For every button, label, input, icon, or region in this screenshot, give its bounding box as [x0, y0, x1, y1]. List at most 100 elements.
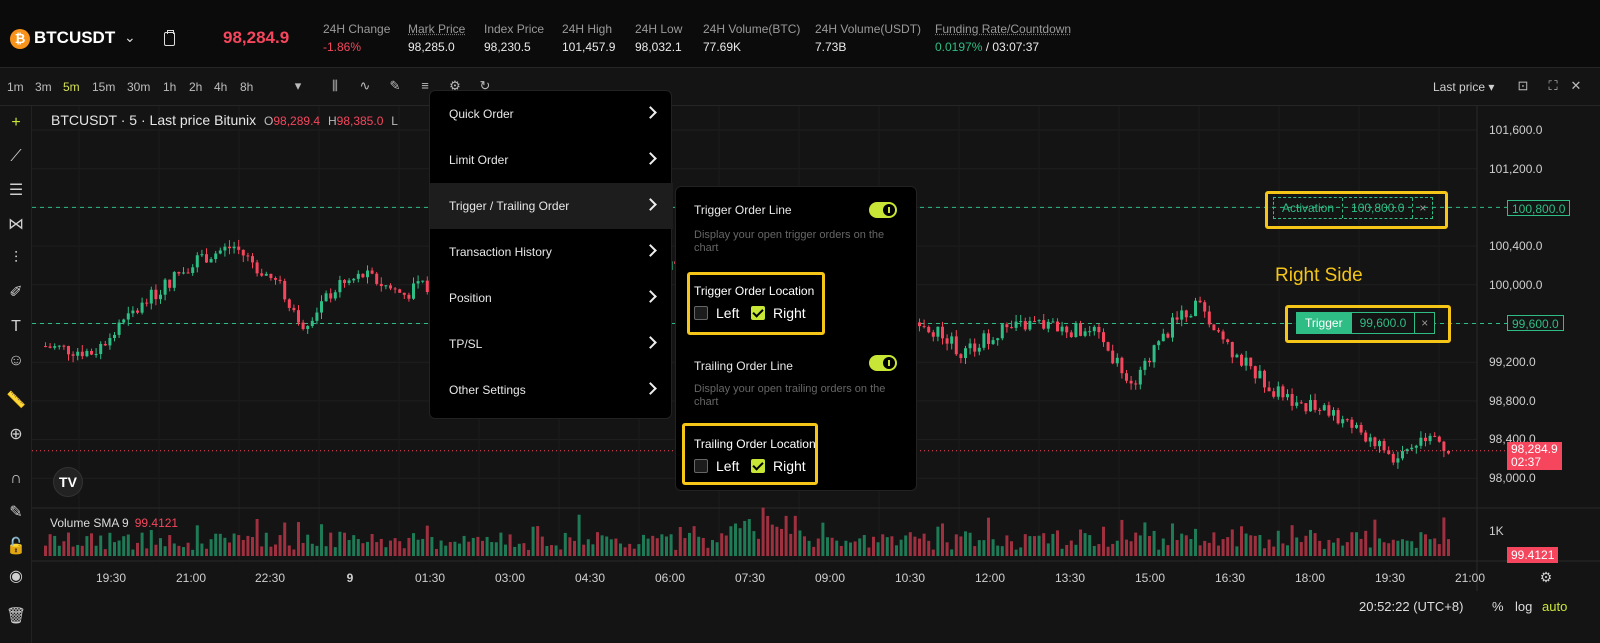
activation-order-chip[interactable]: Activation 100,800.0 × [1273, 197, 1434, 219]
price-type-select[interactable]: Last price ▾ [1433, 80, 1495, 94]
candle-body [991, 340, 995, 344]
settings-icon[interactable]: ⚙ [449, 78, 461, 93]
candle-body [918, 322, 921, 327]
volume-bar [922, 533, 926, 556]
volume-bar [1134, 532, 1138, 556]
menu-item-tp-sl[interactable]: TP/SL [430, 321, 673, 367]
fullscreen-icon[interactable]: ⛶ [1548, 78, 1558, 93]
candle-body [1097, 326, 1101, 333]
timeframe-1h[interactable]: 1h [163, 80, 177, 94]
candle-body [1230, 342, 1234, 358]
timeframe-3m[interactable]: 3m [35, 80, 52, 94]
timeframe-15m[interactable]: 15m [92, 80, 116, 94]
volume-bar [872, 536, 875, 556]
candle-body [1166, 333, 1170, 338]
candle-type-icon[interactable]: ⫼ [332, 78, 338, 93]
volume-bar [991, 539, 995, 556]
emoji-icon[interactable]: ☺ [7, 352, 25, 369]
volume-bar [899, 539, 903, 556]
volume-bar [228, 542, 231, 556]
indicator-icon[interactable]: ∿ [359, 78, 371, 93]
crosshair-icon[interactable]: + [11, 114, 21, 131]
volume-bar [1299, 542, 1303, 556]
candle-body [375, 273, 379, 284]
volume-bar [44, 545, 47, 556]
magnet-icon[interactable]: ∩ [10, 470, 22, 487]
log-scale-toggle[interactable]: log [1515, 599, 1533, 614]
timeframe-4h[interactable]: 4h [214, 80, 228, 94]
timeframe-5m[interactable]: 5m [63, 80, 80, 94]
trailing-line-toggle[interactable] [869, 355, 897, 371]
symbol-selector[interactable]: BTCUSDT [34, 28, 116, 47]
menu-item-limit-order[interactable]: Limit Order [430, 137, 673, 183]
trigger-location-right-checkbox[interactable] [751, 306, 765, 320]
timeframe-30m[interactable]: 30m [127, 80, 151, 94]
volume-bar [356, 539, 360, 556]
volume-bar [655, 538, 659, 556]
zoom-in-icon[interactable]: ⊕ [9, 426, 23, 443]
tradingview-logo[interactable]: TV [53, 467, 83, 497]
list-icon[interactable]: ≡ [421, 78, 429, 93]
candle-body [1226, 339, 1230, 343]
close-icon[interactable]: × [1421, 316, 1429, 330]
horizontal-lines-icon[interactable]: ☰ [8, 182, 24, 199]
trigger-location-left-checkbox[interactable] [694, 306, 708, 320]
trash-icon[interactable]: 🗑 [5, 608, 27, 625]
volume-bar [1410, 541, 1414, 556]
close-icon[interactable]: ✕ [1570, 78, 1582, 93]
volume-bar [1318, 540, 1322, 556]
brush-icon[interactable]: ✐ [9, 284, 23, 301]
layout-icon[interactable]: ⊡ [1517, 78, 1529, 93]
trailing-location-right-checkbox[interactable] [751, 459, 765, 473]
pattern-icon[interactable]: ⋈ [8, 216, 24, 233]
menu-item-trigger-trailing-order[interactable]: Trigger / Trailing Order [430, 183, 673, 229]
menu-item-position[interactable]: Position [430, 275, 673, 321]
menu-item-quick-order[interactable]: Quick Order [430, 91, 673, 137]
candle-body [1051, 321, 1055, 323]
percent-scale-toggle[interactable]: % [1492, 599, 1504, 614]
lock-icon[interactable]: 🔓 [6, 538, 26, 555]
candle-body [113, 334, 116, 339]
timeframe-more-icon[interactable]: ▾ [294, 78, 302, 93]
volume-bar [780, 528, 783, 556]
text-tool-icon[interactable]: T [11, 318, 21, 335]
volume-bar [591, 544, 595, 556]
lock-drawing-icon[interactable]: ✎ [9, 504, 23, 521]
stat-funding-rate[interactable]: Funding Rate/Countdown 0.0197% / 03:07:3… [935, 22, 1072, 54]
fib-icon[interactable]: ⫶ [13, 250, 18, 267]
trigger-line-toggle[interactable] [869, 202, 897, 218]
timeframe-1m[interactable]: 1m [7, 80, 24, 94]
x-tick: 13:30 [1054, 571, 1086, 585]
timeframe-8h[interactable]: 8h [240, 80, 254, 94]
volume-bar [931, 549, 935, 556]
trailing-location-left-checkbox[interactable] [694, 459, 708, 473]
trailing-location-title: Trailing Order Location [694, 437, 816, 451]
candle-body [1138, 369, 1142, 385]
refresh-icon[interactable]: ↻ [479, 78, 491, 93]
trend-line-icon[interactable]: ⟋ [10, 148, 22, 165]
y-tick: 100,400.0 [1489, 239, 1543, 253]
chevron-down-icon[interactable]: ⌄ [124, 29, 136, 45]
volume-bar [577, 514, 581, 556]
eye-icon[interactable]: ◉ [9, 568, 23, 585]
volume-bar [1056, 530, 1059, 556]
auto-scale-toggle[interactable]: auto [1542, 599, 1568, 614]
edit-icon[interactable]: ✎ [389, 78, 401, 93]
close-icon[interactable]: × [1419, 201, 1427, 215]
timeframe-2h[interactable]: 2h [189, 80, 203, 94]
menu-item-transaction-history[interactable]: Transaction History [430, 229, 673, 275]
candle-body [1424, 437, 1427, 442]
axis-settings-icon[interactable]: ⚙ [1539, 569, 1553, 585]
x-tick: 06:00 [654, 571, 686, 585]
candle-body [297, 310, 300, 323]
volume-bar [527, 549, 530, 556]
trigger-order-chip[interactable]: Trigger 99,600.0 × [1296, 312, 1436, 334]
volume-bar [1364, 530, 1368, 556]
volume-bar [885, 537, 889, 556]
candle-body [186, 272, 190, 274]
clipboard-icon[interactable] [164, 30, 175, 46]
menu-item-other-settings[interactable]: Other Settings [430, 367, 673, 413]
ruler-icon[interactable]: 📏 [6, 392, 26, 409]
volume-bar [172, 543, 176, 556]
candle-body [223, 246, 227, 251]
